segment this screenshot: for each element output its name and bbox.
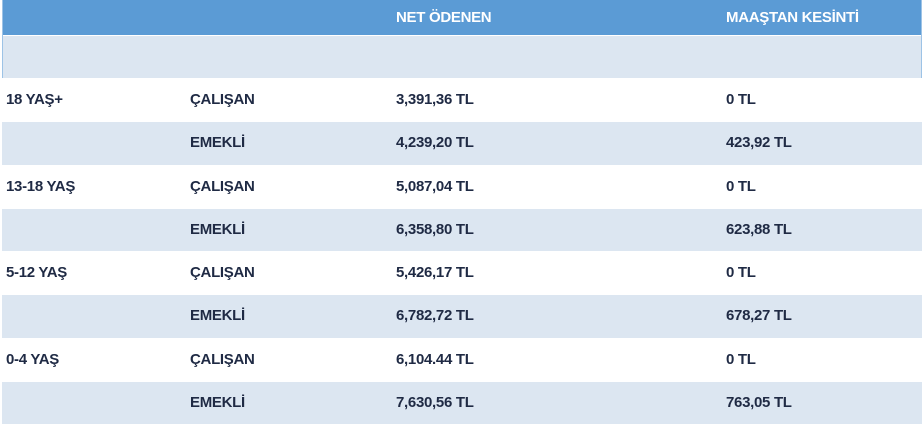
type-label: EMEKLİ [190, 134, 245, 152]
type-label: ÇALIŞAN [190, 91, 255, 108]
deduction-amount: 0 TL [726, 177, 756, 195]
column-header: NET ÖDENEN [396, 9, 492, 26]
net-amount: 6,782,72 TL [396, 307, 474, 325]
type-label: ÇALIŞAN [190, 350, 255, 368]
net-amount: 6,104.44 TL [396, 350, 474, 368]
empty-row [2, 35, 922, 78]
group-label: 0-4 YAŞ [6, 350, 59, 368]
table-row [2, 164, 922, 208]
deduction-amount: 763,05 TL [726, 393, 792, 411]
type-label: EMEKLİ [190, 393, 245, 411]
table-row [2, 380, 922, 424]
group-label: 5-12 YAŞ [6, 264, 67, 281]
type-label: ÇALIŞAN [190, 177, 255, 195]
deduction-amount: 678,27 TL [726, 307, 792, 325]
table-row [2, 121, 922, 165]
table-row [2, 294, 922, 338]
type-label: ÇALIŞAN [190, 264, 255, 281]
type-label: EMEKLİ [190, 220, 245, 238]
table-row [2, 251, 922, 295]
net-amount: 7,630,56 TL [396, 393, 474, 411]
net-amount: 6,358,80 TL [396, 220, 474, 238]
deduction-amount: 623,88 TL [726, 220, 792, 238]
group-label: 18 YAŞ+ [6, 91, 63, 108]
table-row [2, 337, 922, 381]
table-row [2, 207, 922, 251]
table-row [2, 78, 922, 122]
net-amount: 5,426,17 TL [396, 264, 474, 281]
header-row [2, 0, 922, 35]
net-amount: 5,087,04 TL [396, 177, 474, 195]
net-amount: 4,239,20 TL [396, 134, 474, 152]
column-header: MAAŞTAN KESİNTİ [726, 9, 859, 26]
deduction-amount: 0 TL [726, 350, 756, 368]
net-amount: 3,391,36 TL [396, 91, 474, 108]
deduction-amount: 0 TL [726, 91, 756, 108]
deduction-amount: 0 TL [726, 264, 756, 281]
type-label: EMEKLİ [190, 307, 245, 325]
group-label: 13-18 YAŞ [6, 177, 76, 195]
deduction-amount: 423,92 TL [726, 134, 792, 152]
